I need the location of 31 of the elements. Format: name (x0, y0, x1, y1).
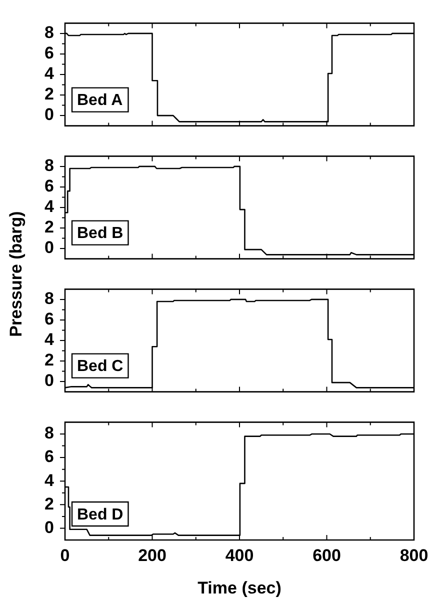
annotation: Bed C (77, 358, 124, 376)
x-axis-title: Time (sec) (198, 578, 282, 598)
y-tick-label: 2 (44, 84, 54, 104)
annotation: Bed D (77, 506, 124, 524)
y-tick-label: 4 (44, 64, 55, 84)
y-tick-label: 6 (44, 447, 54, 466)
y-tick-label: 8 (44, 424, 54, 443)
x-tick-label: 200 (138, 546, 166, 565)
y-tick-label: 4 (44, 330, 55, 350)
y-tick-label: 4 (44, 470, 55, 490)
y-tick-label: 2 (44, 350, 54, 370)
y-axis-title: Pressure (barg) (6, 211, 26, 337)
y-tick-label: 6 (44, 310, 54, 329)
x-tick-label: 600 (312, 546, 341, 565)
y-tick-label: 6 (44, 44, 54, 63)
y-tick-label: 0 (44, 105, 54, 124)
y-tick-label: 0 (44, 238, 54, 258)
x-tick-label: 800 (400, 546, 428, 565)
annotation: Bed B (77, 225, 124, 242)
y-tick-label: 8 (44, 289, 54, 308)
x-tick-label: 0 (60, 546, 70, 565)
y-tick-label: 8 (44, 156, 54, 176)
y-tick-label: 0 (44, 518, 54, 537)
y-tick-label: 8 (44, 23, 54, 42)
annotation: Bed A (77, 92, 124, 110)
y-tick-label: 2 (44, 218, 54, 237)
y-tick-label: 0 (44, 371, 54, 390)
y-tick-label: 6 (44, 176, 54, 196)
y-tick-label: 4 (44, 197, 55, 216)
x-tick-label: 400 (225, 546, 254, 565)
y-tick-label: 2 (44, 494, 54, 514)
